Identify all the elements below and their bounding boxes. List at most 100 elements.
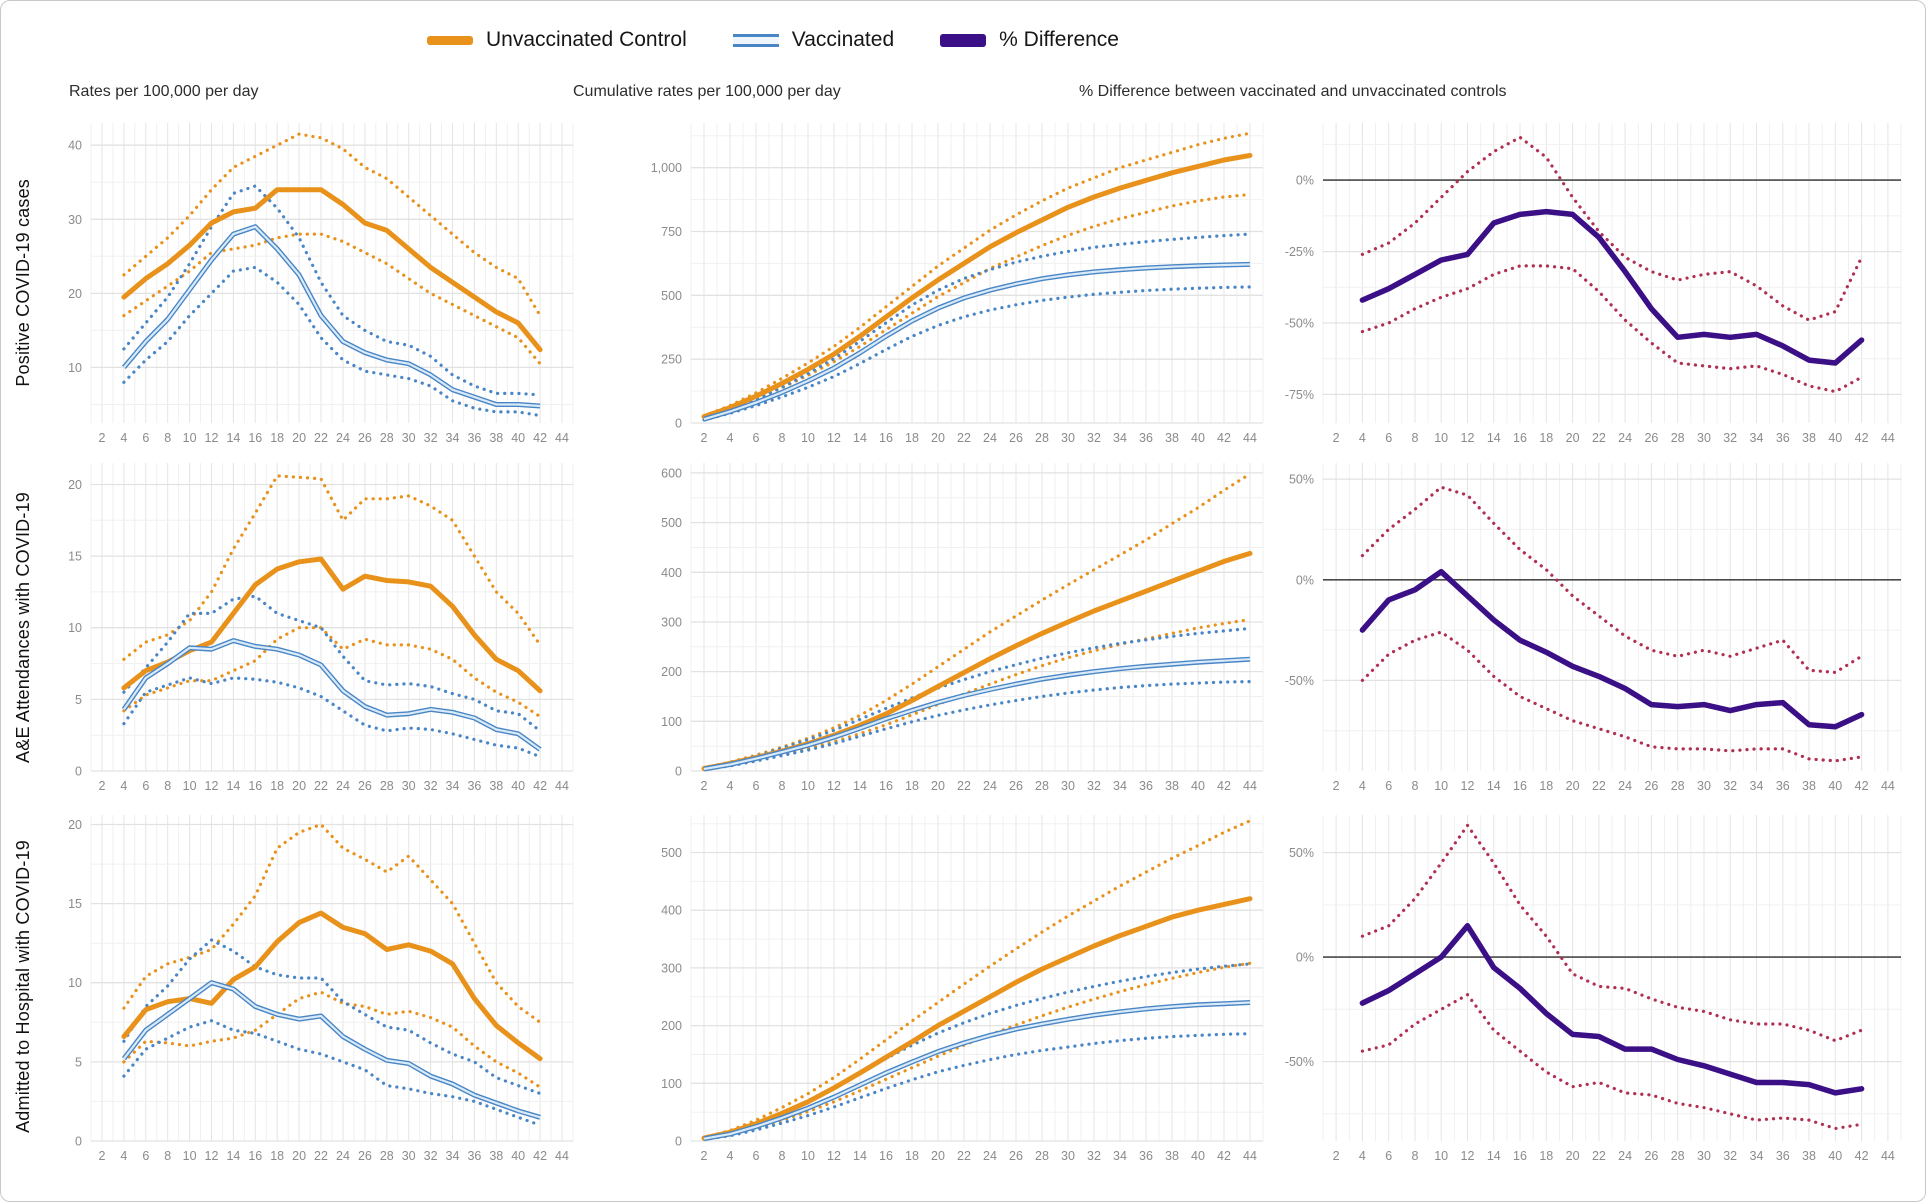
svg-text:42: 42	[533, 1149, 547, 1163]
svg-text:300: 300	[661, 616, 682, 630]
svg-text:44: 44	[555, 1149, 569, 1163]
svg-text:12: 12	[205, 431, 219, 445]
svg-text:4: 4	[120, 1149, 127, 1163]
svg-text:300: 300	[661, 961, 682, 975]
svg-text:22: 22	[314, 1149, 328, 1163]
svg-text:20: 20	[292, 779, 306, 793]
svg-text:6: 6	[1385, 431, 1392, 445]
svg-text:28: 28	[380, 431, 394, 445]
svg-text:4: 4	[727, 779, 734, 793]
svg-text:0%: 0%	[1296, 951, 1314, 965]
svg-text:4: 4	[727, 431, 734, 445]
svg-text:44: 44	[1881, 1149, 1895, 1163]
svg-text:100: 100	[661, 715, 682, 729]
svg-text:32: 32	[1087, 431, 1101, 445]
svg-text:30: 30	[1061, 431, 1075, 445]
chart-admitted-hospital-percent-difference: 2 4 6 8 10 12 14 16 18 20 22 24 26 28 30 32 34 36 38 40 42 44…	[1273, 801, 1925, 1171]
chart-ae-attendances-percent-difference: 2 4 6 8 10 12 14 16 18 20 22 24 26 28 30 32 34 36 38 40 42 44…	[1273, 453, 1925, 801]
svg-text:14: 14	[226, 1149, 240, 1163]
column-title-cumulative: Cumulative rates per 100,000 per day	[573, 83, 841, 100]
svg-text:28: 28	[380, 1149, 394, 1163]
svg-text:0: 0	[675, 765, 682, 779]
svg-text:2: 2	[1333, 1149, 1340, 1163]
svg-text:42: 42	[1855, 1149, 1869, 1163]
svg-text:18: 18	[905, 779, 919, 793]
svg-text:44: 44	[1243, 431, 1257, 445]
svg-text:36: 36	[467, 1149, 481, 1163]
svg-text:20: 20	[68, 818, 82, 832]
chart-grid: Positive COVID-19 cases 2 4 6 8 10 12 14 16 18 20…	[1, 113, 1925, 1171]
svg-text:10: 10	[183, 779, 197, 793]
svg-text:22: 22	[957, 1149, 971, 1163]
svg-text:10: 10	[68, 976, 82, 990]
svg-text:10: 10	[1434, 1149, 1448, 1163]
svg-text:32: 32	[1723, 1149, 1737, 1163]
svg-text:8: 8	[164, 1149, 171, 1163]
legend: Unvaccinated Control Vaccinated % Differ…	[1, 1, 1925, 79]
svg-text:22: 22	[314, 431, 328, 445]
svg-text:20: 20	[68, 287, 82, 301]
svg-text:26: 26	[358, 1149, 372, 1163]
svg-text:10: 10	[1434, 431, 1448, 445]
svg-text:12: 12	[827, 1149, 841, 1163]
svg-text:14: 14	[853, 779, 867, 793]
vaccinated-double-line-swatch	[732, 33, 779, 47]
unvaccinated-control-line-swatch	[427, 35, 473, 45]
row-label-admitted-hospital: Admitted to Hospital with COVID-19	[12, 839, 33, 1133]
svg-text:12: 12	[205, 1149, 219, 1163]
svg-text:44: 44	[1881, 431, 1895, 445]
svg-text:8: 8	[164, 431, 171, 445]
svg-text:42: 42	[1217, 431, 1231, 445]
svg-text:30: 30	[1697, 779, 1711, 793]
svg-text:32: 32	[1087, 779, 1101, 793]
svg-text:750: 750	[661, 225, 682, 239]
svg-text:12: 12	[1461, 779, 1475, 793]
svg-text:34: 34	[1113, 779, 1127, 793]
svg-text:40: 40	[68, 139, 82, 153]
svg-text:10: 10	[1434, 779, 1448, 793]
svg-text:38: 38	[1802, 431, 1816, 445]
svg-text:42: 42	[1217, 779, 1231, 793]
svg-text:18: 18	[905, 1149, 919, 1163]
svg-text:5: 5	[75, 1055, 82, 1069]
svg-text:24: 24	[1618, 431, 1632, 445]
svg-text:2: 2	[1333, 431, 1340, 445]
svg-text:16: 16	[1513, 431, 1527, 445]
row-label-positive-cases: Positive COVID-19 cases	[12, 179, 33, 387]
svg-text:14: 14	[1487, 1149, 1501, 1163]
svg-text:34: 34	[1750, 779, 1764, 793]
svg-text:28: 28	[1671, 779, 1685, 793]
svg-text:42: 42	[533, 779, 547, 793]
svg-text:4: 4	[1359, 431, 1366, 445]
svg-text:20: 20	[292, 431, 306, 445]
svg-text:20: 20	[68, 478, 82, 492]
svg-text:600: 600	[661, 466, 682, 480]
svg-text:32: 32	[424, 1149, 438, 1163]
svg-text:34: 34	[1113, 1149, 1127, 1163]
svg-text:20: 20	[1566, 1149, 1580, 1163]
svg-text:16: 16	[1513, 779, 1527, 793]
svg-text:22: 22	[1592, 779, 1606, 793]
svg-text:38: 38	[1165, 779, 1179, 793]
svg-text:12: 12	[205, 779, 219, 793]
svg-text:38: 38	[1802, 1149, 1816, 1163]
svg-text:32: 32	[424, 779, 438, 793]
svg-text:28: 28	[380, 779, 394, 793]
svg-text:18: 18	[270, 431, 284, 445]
svg-text:-25%: -25%	[1285, 245, 1314, 259]
svg-text:8: 8	[1412, 1149, 1419, 1163]
svg-text:4: 4	[120, 779, 127, 793]
svg-text:6: 6	[1385, 779, 1392, 793]
svg-text:44: 44	[1243, 1149, 1257, 1163]
svg-text:20: 20	[931, 1149, 945, 1163]
svg-text:8: 8	[1412, 779, 1419, 793]
svg-text:42: 42	[533, 431, 547, 445]
svg-text:40: 40	[1191, 431, 1205, 445]
svg-text:20: 20	[292, 1149, 306, 1163]
svg-text:30: 30	[1697, 1149, 1711, 1163]
svg-text:26: 26	[1644, 431, 1658, 445]
svg-text:36: 36	[1139, 779, 1153, 793]
svg-text:38: 38	[1165, 1149, 1179, 1163]
svg-text:28: 28	[1035, 779, 1049, 793]
